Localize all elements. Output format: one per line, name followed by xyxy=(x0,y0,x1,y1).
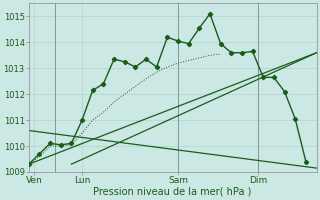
X-axis label: Pression niveau de la mer( hPa ): Pression niveau de la mer( hPa ) xyxy=(93,187,252,197)
